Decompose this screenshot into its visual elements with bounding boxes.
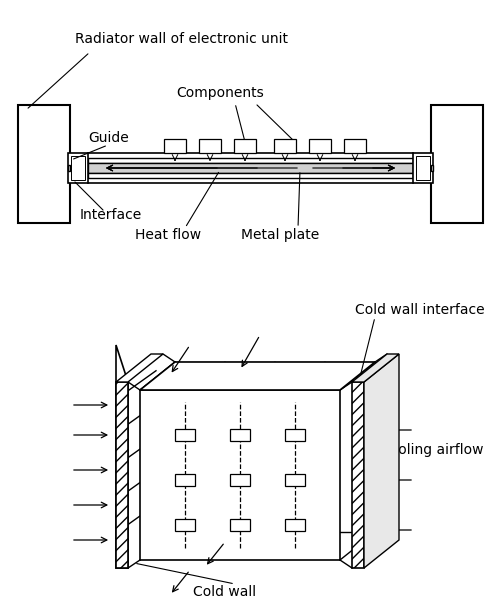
- Polygon shape: [71, 156, 85, 180]
- Polygon shape: [68, 153, 88, 183]
- Polygon shape: [285, 519, 305, 531]
- Polygon shape: [413, 153, 433, 183]
- Polygon shape: [274, 139, 296, 153]
- Polygon shape: [116, 354, 163, 382]
- Text: Interface: Interface: [80, 208, 142, 222]
- Polygon shape: [140, 390, 340, 560]
- Polygon shape: [352, 354, 399, 382]
- Polygon shape: [199, 139, 221, 153]
- Polygon shape: [344, 139, 366, 153]
- Polygon shape: [309, 139, 331, 153]
- Polygon shape: [285, 474, 305, 486]
- Text: Guide: Guide: [88, 131, 129, 145]
- Text: Cooling airflow: Cooling airflow: [380, 443, 483, 457]
- Polygon shape: [140, 362, 375, 390]
- Polygon shape: [175, 474, 195, 486]
- Polygon shape: [18, 105, 70, 223]
- Polygon shape: [88, 163, 413, 173]
- Text: Radiator wall of electronic unit: Radiator wall of electronic unit: [75, 32, 288, 46]
- Polygon shape: [88, 158, 413, 163]
- Polygon shape: [234, 139, 256, 153]
- Polygon shape: [285, 429, 305, 441]
- Polygon shape: [164, 139, 186, 153]
- Polygon shape: [230, 519, 250, 531]
- Polygon shape: [230, 429, 250, 441]
- Polygon shape: [175, 429, 195, 441]
- Polygon shape: [416, 156, 430, 180]
- Polygon shape: [68, 165, 70, 171]
- Polygon shape: [175, 519, 195, 531]
- Polygon shape: [431, 165, 433, 171]
- Text: Cold wall: Cold wall: [193, 585, 257, 599]
- Text: Heat flow: Heat flow: [135, 228, 201, 242]
- Polygon shape: [116, 382, 128, 568]
- Text: Components: Components: [176, 86, 264, 100]
- Polygon shape: [364, 354, 399, 568]
- Polygon shape: [88, 173, 413, 178]
- Polygon shape: [431, 105, 483, 223]
- Polygon shape: [352, 382, 364, 568]
- Polygon shape: [116, 345, 128, 568]
- Polygon shape: [230, 474, 250, 486]
- Text: Metal plate: Metal plate: [241, 228, 319, 242]
- Text: Cold wall interface: Cold wall interface: [355, 303, 484, 317]
